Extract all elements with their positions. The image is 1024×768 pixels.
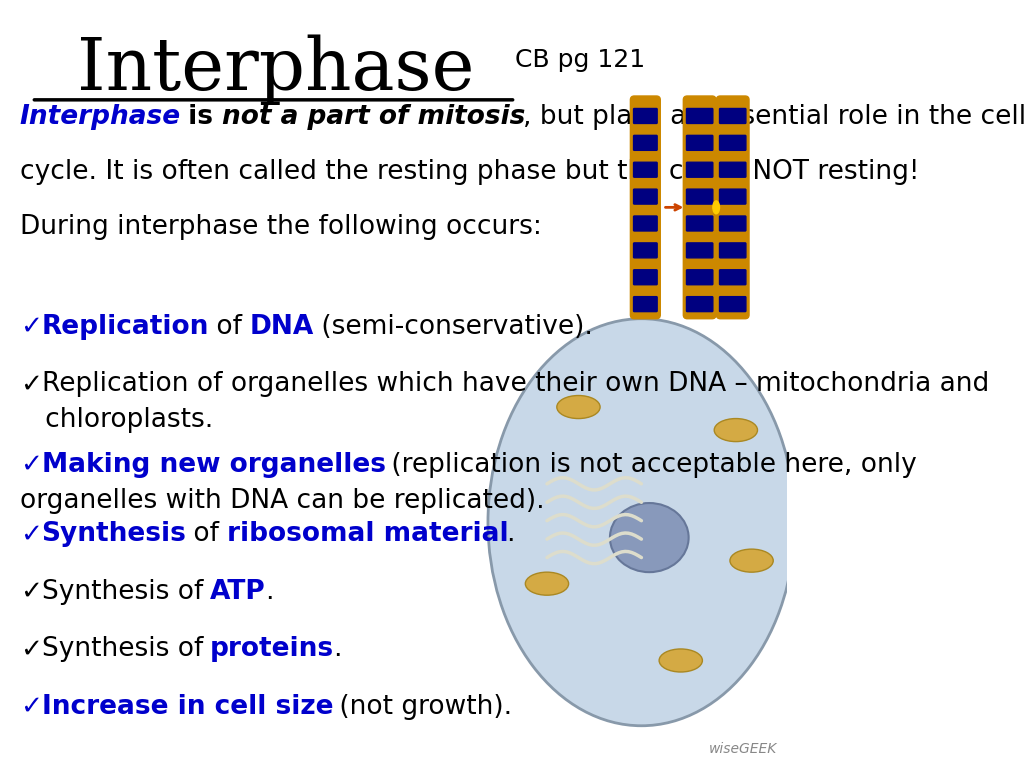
Ellipse shape [610, 503, 688, 572]
Ellipse shape [730, 549, 773, 572]
FancyBboxPatch shape [686, 135, 713, 151]
Ellipse shape [659, 649, 702, 672]
Text: (semi-conservative).: (semi-conservative). [313, 314, 593, 339]
Text: cycle. It is often called the resting phase but the cell is NOT resting!: cycle. It is often called the resting ph… [19, 159, 920, 185]
Text: .: . [265, 579, 273, 604]
Text: ✓: ✓ [19, 452, 42, 478]
Text: Making new organelles: Making new organelles [42, 452, 386, 478]
FancyBboxPatch shape [634, 296, 657, 312]
FancyBboxPatch shape [686, 296, 713, 312]
FancyBboxPatch shape [686, 243, 713, 258]
FancyBboxPatch shape [634, 243, 657, 258]
Text: of: of [185, 521, 227, 547]
Text: Synthesis of: Synthesis of [42, 579, 211, 604]
Ellipse shape [525, 572, 568, 595]
FancyBboxPatch shape [720, 243, 745, 258]
Text: Interphase: Interphase [77, 35, 474, 105]
FancyBboxPatch shape [720, 296, 745, 312]
Text: wiseGEEK: wiseGEEK [710, 743, 777, 756]
FancyBboxPatch shape [634, 270, 657, 285]
Text: not a part of mitosis: not a part of mitosis [222, 104, 525, 130]
Ellipse shape [714, 419, 758, 442]
Text: Synthesis of: Synthesis of [42, 637, 211, 662]
Text: ATP: ATP [210, 579, 265, 604]
Ellipse shape [557, 396, 600, 419]
FancyBboxPatch shape [720, 189, 745, 204]
Text: chloroplasts.: chloroplasts. [19, 407, 213, 433]
Text: Synthesis: Synthesis [42, 521, 186, 547]
FancyBboxPatch shape [686, 189, 713, 204]
Ellipse shape [488, 319, 795, 726]
Text: ✓: ✓ [19, 314, 42, 339]
FancyBboxPatch shape [686, 108, 713, 124]
Text: DNA: DNA [250, 314, 314, 339]
Text: During interphase the following occurs:: During interphase the following occurs: [19, 214, 542, 240]
Ellipse shape [713, 201, 720, 214]
FancyBboxPatch shape [686, 162, 713, 177]
FancyBboxPatch shape [720, 162, 745, 177]
Text: (not growth).: (not growth). [331, 694, 512, 720]
Text: CB pg 121: CB pg 121 [515, 48, 645, 72]
Text: is: is [179, 104, 222, 130]
FancyBboxPatch shape [720, 108, 745, 124]
Text: ✓: ✓ [19, 521, 42, 547]
FancyBboxPatch shape [683, 96, 716, 319]
FancyBboxPatch shape [634, 216, 657, 231]
Text: ribosomal material: ribosomal material [227, 521, 509, 547]
FancyBboxPatch shape [717, 96, 749, 319]
Text: Interphase: Interphase [19, 104, 181, 130]
Text: Replication: Replication [42, 314, 209, 339]
Text: Increase in cell size: Increase in cell size [42, 694, 333, 720]
Text: ✓: ✓ [19, 637, 42, 662]
Text: Replication of organelles which have their own DNA – mitochondria and: Replication of organelles which have the… [42, 372, 989, 397]
Text: ✓: ✓ [19, 694, 42, 720]
FancyBboxPatch shape [720, 270, 745, 285]
FancyBboxPatch shape [686, 216, 713, 231]
Text: proteins: proteins [210, 637, 334, 662]
Text: , but plays an essential role in the cell: , but plays an essential role in the cel… [523, 104, 1024, 130]
Text: of: of [208, 314, 250, 339]
FancyBboxPatch shape [631, 96, 660, 319]
FancyBboxPatch shape [720, 216, 745, 231]
Text: ✓: ✓ [19, 372, 42, 397]
Text: (replication is not acceptable here, only: (replication is not acceptable here, onl… [383, 452, 916, 478]
Text: ✓: ✓ [19, 579, 42, 604]
Text: organelles with DNA can be replicated).: organelles with DNA can be replicated). [19, 488, 545, 514]
Text: .: . [333, 637, 342, 662]
FancyBboxPatch shape [634, 108, 657, 124]
FancyBboxPatch shape [634, 162, 657, 177]
FancyBboxPatch shape [686, 270, 713, 285]
FancyBboxPatch shape [634, 189, 657, 204]
FancyBboxPatch shape [634, 135, 657, 151]
Text: .: . [507, 521, 515, 547]
FancyBboxPatch shape [720, 135, 745, 151]
